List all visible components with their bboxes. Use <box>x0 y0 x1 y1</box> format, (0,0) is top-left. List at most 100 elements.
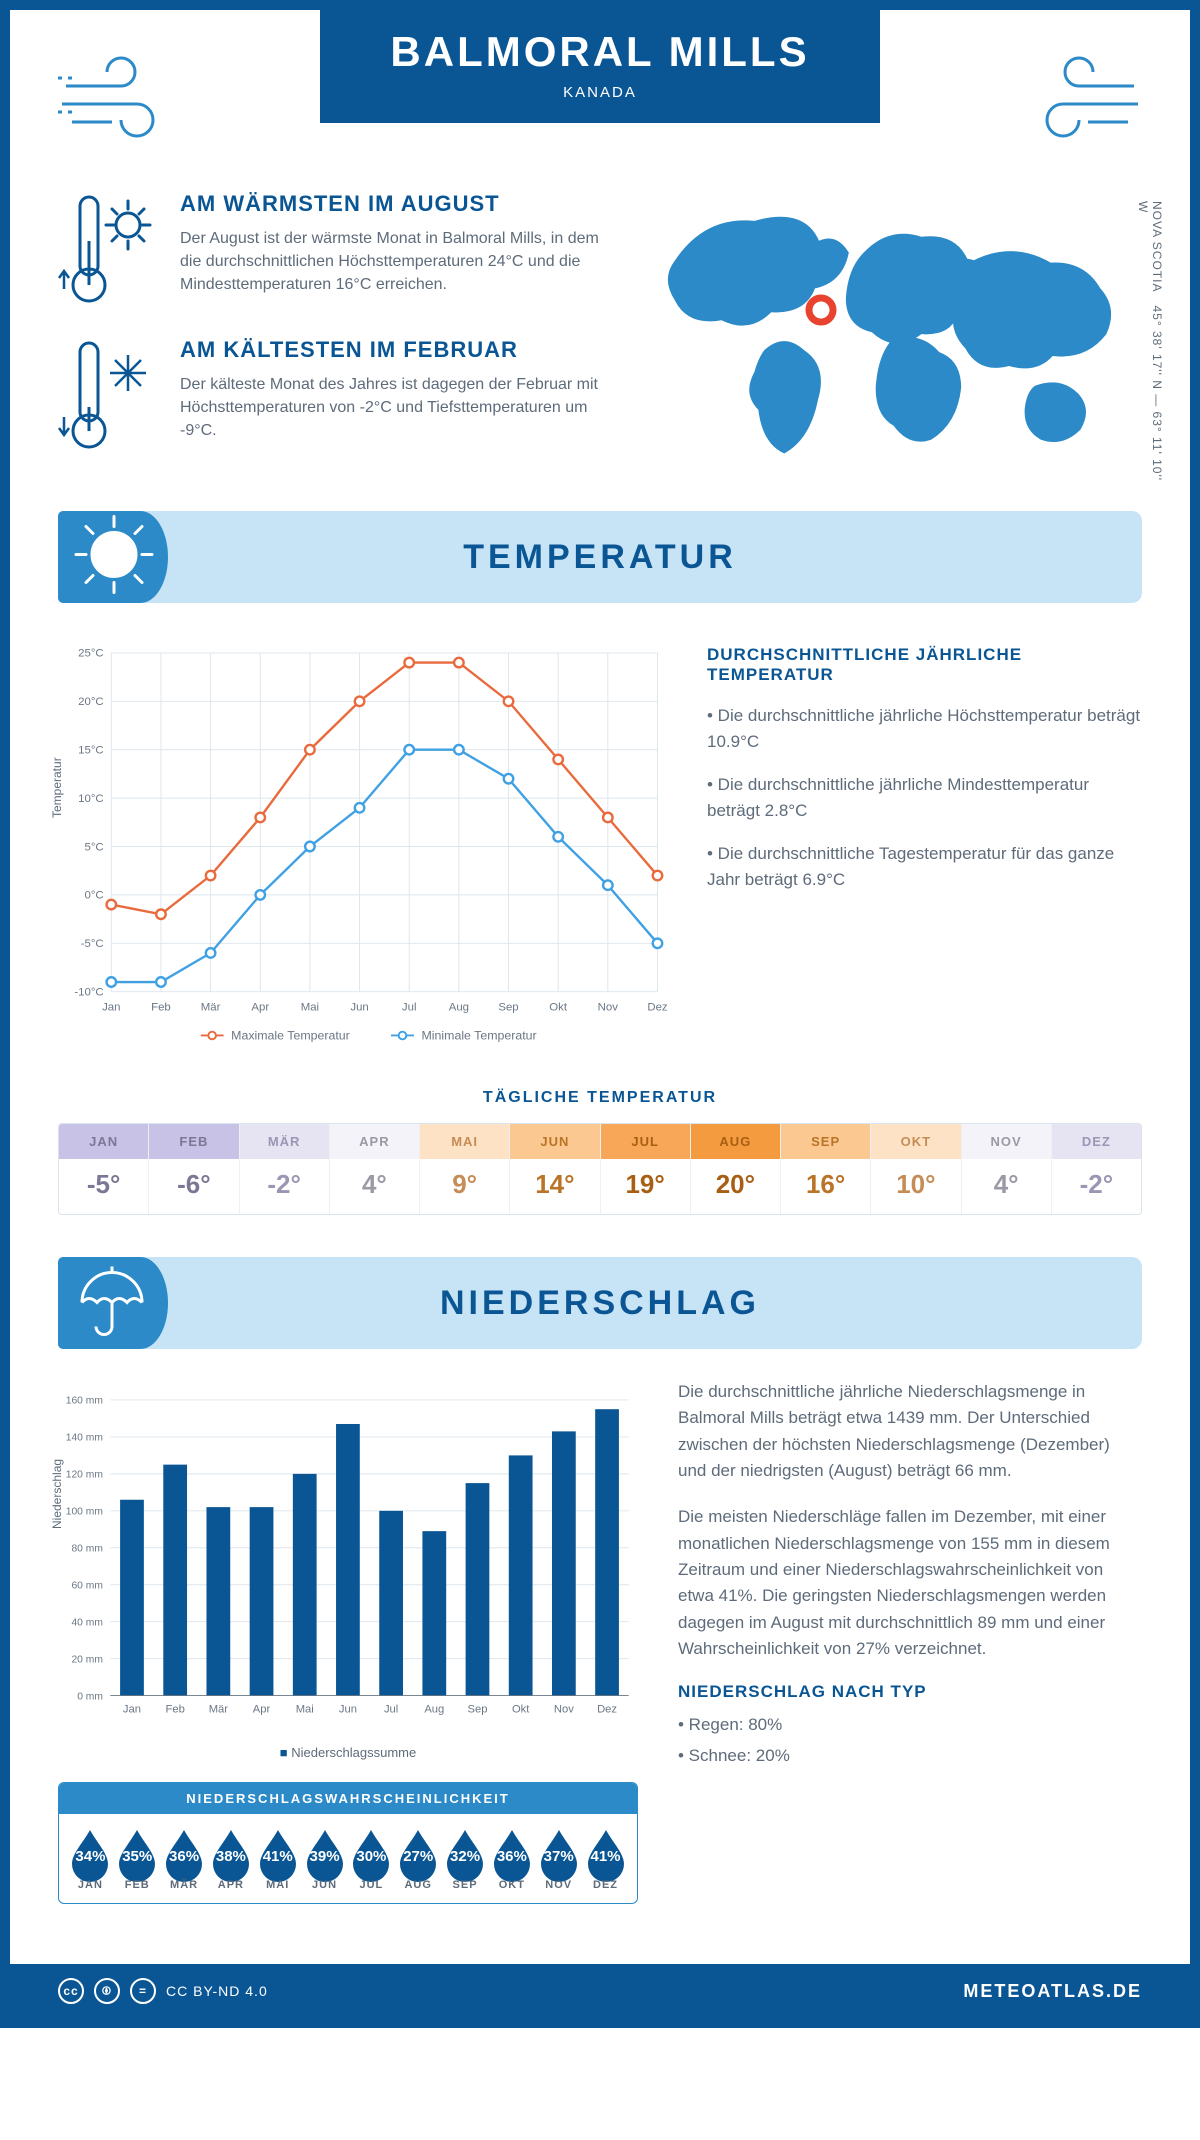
cc-icon: cc <box>58 1978 84 2004</box>
svg-text:-10°C: -10°C <box>74 986 103 998</box>
thermometer-snow-icon <box>58 337 158 457</box>
svg-text:5°C: 5°C <box>85 841 104 853</box>
svg-text:Dez: Dez <box>597 1703 617 1715</box>
daily-temp-cell: JUN 14° <box>510 1124 600 1214</box>
wind-icon <box>58 56 178 151</box>
svg-text:Feb: Feb <box>151 1002 171 1014</box>
world-map: NOVA SCOTIA 45° 38' 17'' N — 63° 11' 10'… <box>645 191 1142 483</box>
temp-note-line: • Die durchschnittliche Tagestemperatur … <box>707 841 1142 892</box>
svg-text:160 mm: 160 mm <box>66 1396 103 1407</box>
daily-temp-cell: SEP 16° <box>781 1124 871 1214</box>
svg-text:Dez: Dez <box>647 1002 667 1014</box>
page-title: BALMORAL MILLS <box>390 28 810 76</box>
precip-prob-drop: 41% DEZ <box>582 1828 629 1891</box>
precip-paragraph: Die durchschnittliche jährliche Niedersc… <box>678 1379 1142 1484</box>
y-axis-label: Temperatur <box>50 757 64 818</box>
precip-prob-drop: 39% JUN <box>301 1828 348 1891</box>
svg-text:15°C: 15°C <box>78 745 104 757</box>
daily-temp-cell: APR 4° <box>330 1124 420 1214</box>
svg-text:Jan: Jan <box>102 1002 120 1014</box>
precipitation-banner: NIEDERSCHLAG <box>58 1257 1142 1349</box>
warmest-text: Der August ist der wärmste Monat in Balm… <box>180 227 605 297</box>
svg-text:Minimale Temperatur: Minimale Temperatur <box>421 1028 536 1042</box>
daily-temp-cell: OKT 10° <box>871 1124 961 1214</box>
header: BALMORAL MILLS KANADA <box>58 46 1142 159</box>
by-icon: 🅯 <box>94 1978 120 2004</box>
temp-notes-heading: DURCHSCHNITTLICHE JÄHRLICHE TEMPERATUR <box>707 645 1142 685</box>
svg-text:-5°C: -5°C <box>81 938 104 950</box>
svg-text:Mai: Mai <box>301 1002 319 1014</box>
svg-text:Feb: Feb <box>165 1703 184 1715</box>
svg-text:Okt: Okt <box>512 1703 530 1715</box>
world-map-svg <box>645 191 1142 469</box>
precip-prob-drop: 41% MAI <box>254 1828 301 1891</box>
precip-prob-drop: 34% JAN <box>67 1828 114 1891</box>
temp-note-line: • Die durchschnittliche jährliche Mindes… <box>707 772 1142 823</box>
svg-text:0 mm: 0 mm <box>77 1691 103 1702</box>
svg-text:Apr: Apr <box>251 1002 269 1014</box>
svg-text:Apr: Apr <box>253 1703 271 1715</box>
svg-text:Sep: Sep <box>498 1002 518 1014</box>
svg-text:10°C: 10°C <box>78 793 104 805</box>
svg-text:0°C: 0°C <box>85 890 104 902</box>
umbrella-icon <box>72 1261 152 1346</box>
svg-text:Aug: Aug <box>424 1703 444 1715</box>
svg-text:Mai: Mai <box>296 1703 314 1715</box>
coldest-fact: AM KÄLTESTEN IM FEBRUAR Der kälteste Mon… <box>58 337 605 457</box>
site-name: METEOATLAS.DE <box>963 1981 1142 2002</box>
precip-prob-drop: 36% MÄR <box>161 1828 208 1891</box>
nd-icon: = <box>130 1978 156 2004</box>
daily-temp-title: TÄGLICHE TEMPERATUR <box>58 1089 1142 1107</box>
svg-text:Jul: Jul <box>384 1703 398 1715</box>
daily-temperature-strip: JAN -5° FEB -6° MÄR -2° APR 4° MAI 9° JU… <box>58 1123 1142 1215</box>
precip-prob-drop: 36% OKT <box>488 1828 535 1891</box>
daily-temp-cell: MÄR -2° <box>240 1124 330 1214</box>
precip-prob-drop: 27% AUG <box>395 1828 442 1891</box>
svg-text:Maximale Temperatur: Maximale Temperatur <box>231 1028 350 1042</box>
section-title: TEMPERATUR <box>463 538 737 577</box>
precip-type-line: • Regen: 80% <box>678 1712 1142 1738</box>
svg-text:25°C: 25°C <box>78 648 104 660</box>
warmest-title: AM WÄRMSTEN IM AUGUST <box>180 191 605 217</box>
temperature-line-chart: Temperatur -10°C-5°C0°C5°C10°C15°C20°C25… <box>58 633 667 1063</box>
svg-text:Jul: Jul <box>402 1002 417 1014</box>
coldest-text: Der kälteste Monat des Jahres ist dagege… <box>180 373 605 443</box>
svg-text:100 mm: 100 mm <box>66 1507 103 1518</box>
svg-text:60 mm: 60 mm <box>71 1580 102 1591</box>
wind-icon <box>1022 56 1142 151</box>
svg-text:Nov: Nov <box>598 1002 619 1014</box>
page-subtitle: KANADA <box>390 84 810 101</box>
bar-legend: Niederschlagssumme <box>58 1745 638 1760</box>
precip-type-line: • Schnee: 20% <box>678 1743 1142 1769</box>
precip-prob-drop: 30% JUL <box>348 1828 395 1891</box>
section-title: NIEDERSCHLAG <box>440 1284 760 1323</box>
svg-text:140 mm: 140 mm <box>66 1433 103 1444</box>
footer: cc 🅯 = CC BY-ND 4.0 METEOATLAS.DE <box>10 1964 1190 2018</box>
precip-prob-drop: 32% SEP <box>442 1828 489 1891</box>
daily-temp-cell: FEB -6° <box>149 1124 239 1214</box>
temp-note-line: • Die durchschnittliche jährliche Höchst… <box>707 703 1142 754</box>
svg-text:40 mm: 40 mm <box>71 1617 102 1628</box>
daily-temp-cell: JUL 19° <box>601 1124 691 1214</box>
prob-title: NIEDERSCHLAGSWAHRSCHEINLICHKEIT <box>59 1783 637 1814</box>
license-text: CC BY-ND 4.0 <box>166 1983 268 1999</box>
svg-text:20 mm: 20 mm <box>71 1654 102 1665</box>
title-plaque: BALMORAL MILLS KANADA <box>320 10 880 123</box>
precip-paragraph: Die meisten Niederschläge fallen im Deze… <box>678 1504 1142 1662</box>
precip-probability-box: NIEDERSCHLAGSWAHRSCHEINLICHKEIT 34% JAN … <box>58 1782 638 1904</box>
map-pin-icon <box>804 293 838 332</box>
svg-text:Jun: Jun <box>350 1002 368 1014</box>
daily-temp-cell: MAI 9° <box>420 1124 510 1214</box>
precip-type-heading: NIEDERSCHLAG NACH TYP <box>678 1682 1142 1702</box>
svg-text:120 mm: 120 mm <box>66 1470 103 1481</box>
svg-text:80 mm: 80 mm <box>71 1544 102 1555</box>
svg-text:Jun: Jun <box>339 1703 357 1715</box>
daily-temp-cell: DEZ -2° <box>1052 1124 1141 1214</box>
svg-text:Okt: Okt <box>549 1002 568 1014</box>
svg-text:Aug: Aug <box>449 1002 469 1014</box>
svg-text:Jan: Jan <box>123 1703 141 1715</box>
svg-text:Nov: Nov <box>554 1703 574 1715</box>
svg-text:Mär: Mär <box>209 1703 229 1715</box>
precip-prob-drop: 38% APR <box>207 1828 254 1891</box>
svg-text:20°C: 20°C <box>78 696 104 708</box>
